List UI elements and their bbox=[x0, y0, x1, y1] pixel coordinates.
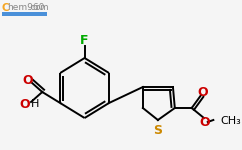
Text: hem960: hem960 bbox=[8, 3, 45, 12]
Text: F: F bbox=[80, 33, 89, 46]
Text: S: S bbox=[153, 123, 162, 136]
Text: C: C bbox=[2, 3, 9, 13]
Text: O: O bbox=[198, 85, 208, 99]
Bar bbox=[2, 12, 47, 15]
Text: O: O bbox=[22, 74, 32, 87]
Text: O: O bbox=[19, 98, 30, 111]
Text: O: O bbox=[200, 116, 210, 129]
Text: CH₃: CH₃ bbox=[220, 116, 241, 126]
Text: .com: .com bbox=[28, 3, 49, 12]
Text: H: H bbox=[31, 99, 39, 109]
